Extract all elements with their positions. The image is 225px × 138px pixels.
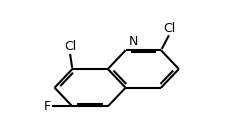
Text: Cl: Cl [64, 40, 76, 53]
Text: N: N [128, 35, 137, 48]
Text: Cl: Cl [162, 22, 174, 35]
Text: F: F [44, 100, 51, 113]
